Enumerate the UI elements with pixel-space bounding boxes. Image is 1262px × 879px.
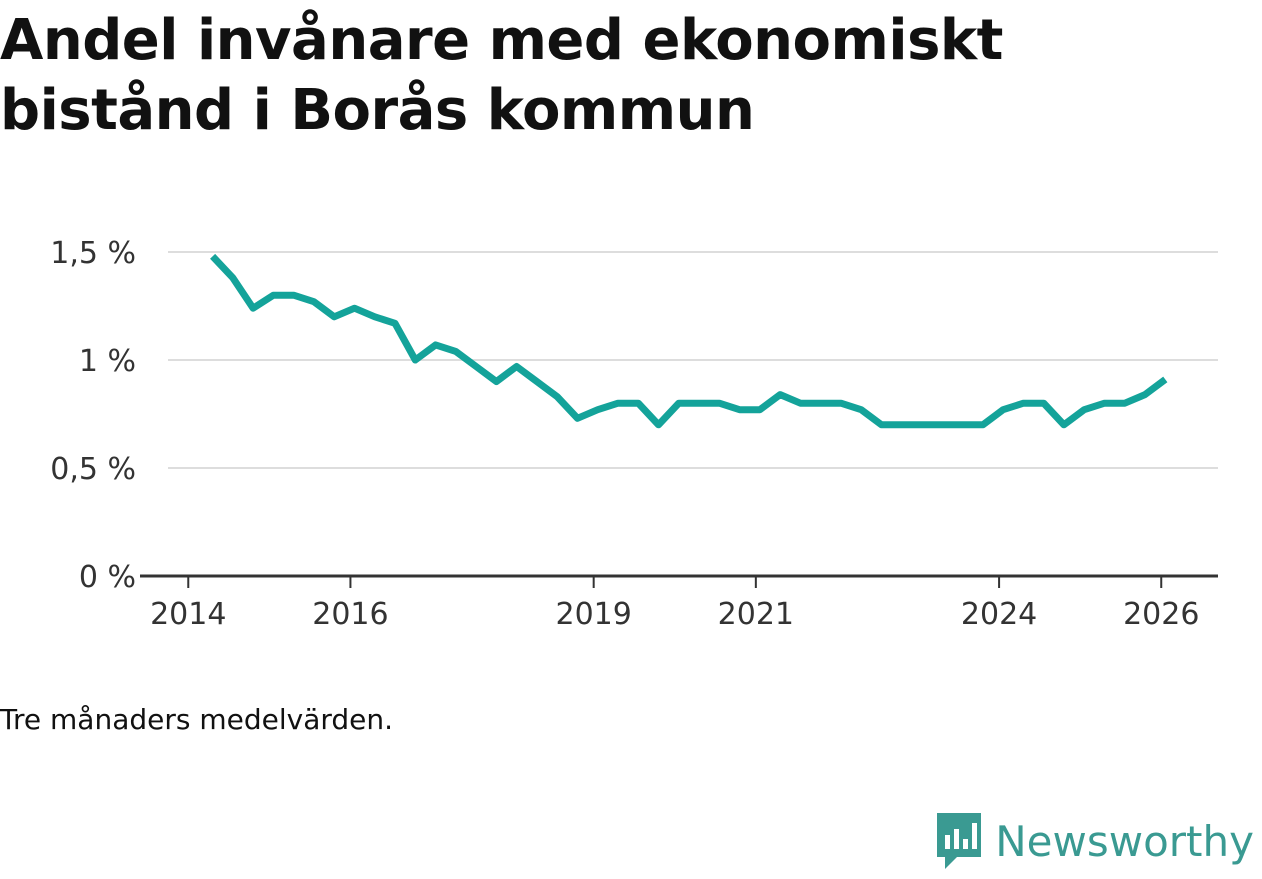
y-tick-label: 0,5 % (50, 452, 136, 487)
axes: 0 % 0,5 % 1 % 1,5 % 2014 2016 2019 2021 2024 2026 (50, 236, 1218, 632)
newsworthy-logo-icon (937, 813, 982, 869)
x-tick-label: 2024 (961, 597, 1037, 632)
series-line (210, 253, 1168, 429)
chart-title: Andel invånare med ekonomiskt bistånd i … (0, 8, 1003, 143)
y-tick-label: 0 % (79, 560, 136, 595)
x-tick-label: 2016 (312, 597, 388, 632)
series-layer (210, 253, 1168, 429)
y-tick-label: 1,5 % (50, 236, 136, 271)
chart-note: Tre månaders medelvärden. (0, 703, 394, 736)
x-tick-label: 2019 (555, 597, 631, 632)
line-chart: 0 % 0,5 % 1 % 1,5 % 2014 2016 2019 2021 2024 2026 (50, 236, 1218, 632)
x-tick-label: 2014 (150, 597, 226, 632)
x-tick-label: 2021 (718, 597, 794, 632)
brand-logo: Newsworthy (933, 811, 1254, 871)
x-tick-label: 2026 (1123, 597, 1199, 632)
gridlines (168, 251, 1218, 469)
brand-name: Newsworthy (995, 816, 1254, 866)
y-tick-label: 1 % (79, 344, 136, 379)
